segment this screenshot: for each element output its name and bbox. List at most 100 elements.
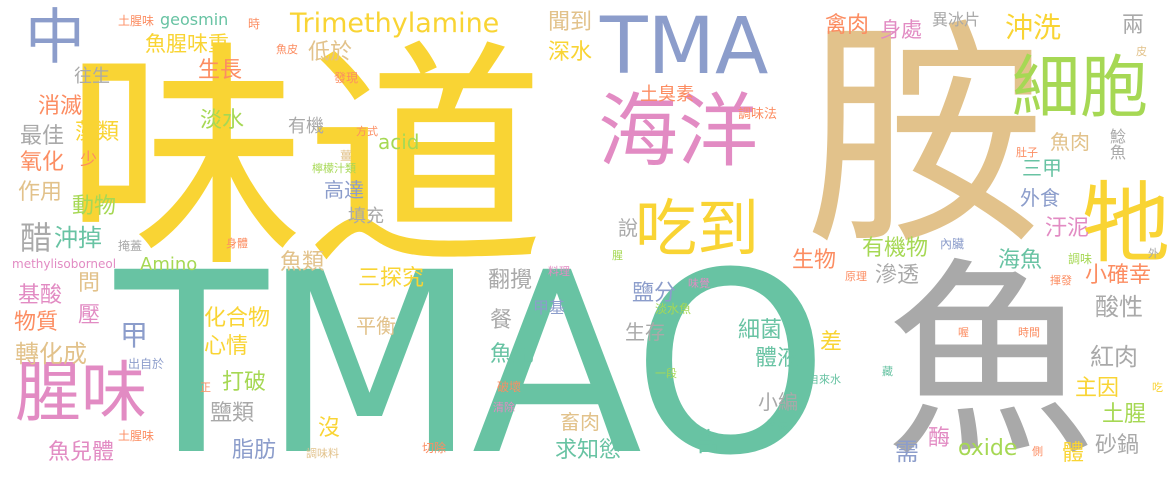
word-trimethylamine: Trimethylamine	[290, 8, 500, 39]
word-wuzhi: 物質	[14, 310, 59, 335]
word-danshui: 淡水	[200, 108, 245, 133]
word-acid: acid	[378, 130, 420, 154]
word-xiaoquexing: 小確幸	[1085, 263, 1152, 288]
word-zilaishui: 自來水	[808, 373, 841, 386]
word-wai: 外	[1148, 247, 1159, 260]
word-mei: 沒	[318, 416, 341, 441]
word-diyu: 低於	[308, 40, 353, 65]
word-zuoyong: 作用	[18, 180, 63, 205]
word-zhifang: 脂肪	[232, 438, 277, 463]
word-zhuanhuacheng: 轉化成	[15, 340, 87, 368]
word-shijian: 時間	[1018, 326, 1040, 339]
word-ta: 牠	[1082, 172, 1171, 275]
word-qinrou: 禽肉	[825, 13, 870, 38]
word-yuanli: 原理	[845, 270, 867, 283]
word-duzi: 肚子	[1016, 146, 1038, 159]
word-xiaomie: 消滅	[38, 94, 83, 119]
word-suanxing: 酸性	[1095, 293, 1143, 321]
word-gaoda: 高達	[324, 178, 364, 202]
word-huifa: 揮發	[1050, 274, 1072, 287]
word-dongwu: 動物	[72, 194, 117, 219]
word-tmao: TMAO	[115, 219, 829, 482]
word-yuxingweizhong: 魚腥味重	[145, 32, 229, 56]
word-wuni: 汙泥	[1045, 216, 1090, 241]
word-yuer: 魚兒	[490, 342, 535, 367]
word-yanlei: 鹽類	[210, 401, 255, 426]
word-yiduan: 一段	[655, 367, 677, 380]
word-zuijia: 最佳	[20, 124, 65, 149]
word-xing: 腥	[612, 249, 623, 262]
word-wendao: 聞到	[548, 10, 593, 35]
word-shentou: 滲透	[875, 263, 920, 288]
word-weijue: 味覺	[688, 277, 710, 290]
word-jisuan: 基酸	[18, 283, 63, 308]
word-shaguo: 砂鍋	[1095, 433, 1140, 458]
word-amino: Amino	[140, 254, 198, 275]
word-shi: 時	[248, 17, 261, 31]
word-tiaowei: 調味	[1068, 252, 1093, 266]
word-ce: 側	[1032, 445, 1043, 458]
word-shengzhang: 生長	[198, 58, 243, 83]
word-han: 含	[695, 428, 722, 458]
word-shengcun: 生存	[625, 320, 665, 344]
word-ningmeng: 檸檬	[766, 419, 788, 432]
word-youji: 有機	[288, 116, 324, 137]
word-yurou: 魚肉	[1050, 130, 1090, 154]
word-yupi: 魚皮	[276, 43, 298, 56]
word-cha: 差	[820, 330, 843, 355]
word-liaoli: 料理	[548, 265, 570, 278]
word-xiaobian: 小編	[758, 390, 798, 414]
word-shao: 少	[80, 150, 97, 170]
word-shenshui: 深水	[548, 40, 593, 65]
word-chuziyu: 出自於	[128, 357, 165, 371]
word-shenchu: 身處	[880, 18, 922, 42]
word-qiechu: 切除	[422, 441, 447, 455]
word-huahewu: 化合物	[204, 306, 271, 331]
word-yanghua: 氧化	[20, 150, 65, 175]
word-zheng: 正	[200, 381, 211, 394]
word-dapo: 打破	[222, 370, 267, 395]
word-faxian: 發現	[334, 71, 359, 85]
word-cang: 藏	[882, 365, 893, 378]
word-yanfen: 鹽分	[632, 281, 677, 306]
word-shengwu: 生物	[792, 248, 837, 273]
word-ti: 體	[1062, 441, 1085, 466]
word-tiaoweifa: 調味法	[738, 107, 778, 122]
word-xingwei: 腥味	[15, 354, 147, 431]
word-youjiwu: 有機物	[862, 236, 929, 261]
word-can: 餐	[490, 308, 513, 333]
word-xibao: 細胞	[1012, 49, 1149, 128]
word-haiyang: 海洋	[598, 85, 758, 178]
word-fangshi: 方式	[356, 125, 378, 138]
word-tiye: 體液	[755, 346, 800, 371]
word-an: 胺	[805, 0, 1046, 278]
word-waishi: 外食	[1020, 186, 1060, 210]
word-ningmengzhilei: 檸檬汁類	[312, 162, 356, 175]
word-xijun: 細菌	[738, 318, 783, 343]
word-tianchong: 填充	[348, 206, 384, 227]
word-tuxingwei-bottom: 土腥味	[118, 429, 155, 443]
word-tma: TMA	[600, 2, 769, 92]
word-pi: 皮	[1136, 45, 1147, 58]
word-shuo: 說	[618, 216, 638, 240]
word-zaolei: 藻類	[75, 120, 120, 145]
word-wangsheng: 往生	[74, 66, 110, 87]
word-cu: 醋	[20, 219, 53, 257]
word-yuerti: 魚兒體	[48, 440, 115, 465]
word-wen: 問	[78, 271, 101, 296]
word-ya: 壓	[78, 303, 101, 328]
word-jia: 甲	[120, 319, 149, 352]
word-yu: 魚	[885, 240, 1096, 482]
word-weidao: 味道	[65, 20, 546, 300]
word-neizang: 內臟	[940, 237, 965, 251]
word-hongrou: 紅肉	[1090, 343, 1138, 371]
word-qiuzhiyu: 求知慾	[555, 438, 622, 463]
word-qingchu: 清除	[493, 401, 515, 414]
word-haiyu: 海魚	[998, 248, 1043, 273]
word-tuxing: 土腥	[1102, 402, 1147, 427]
word-chongxi: 沖洗	[1005, 11, 1062, 44]
word-tuchousu: 土臭素	[640, 84, 694, 105]
word-methylisoborneol: methylisoborneol	[12, 257, 117, 271]
word-shenti: 身體	[226, 237, 248, 250]
